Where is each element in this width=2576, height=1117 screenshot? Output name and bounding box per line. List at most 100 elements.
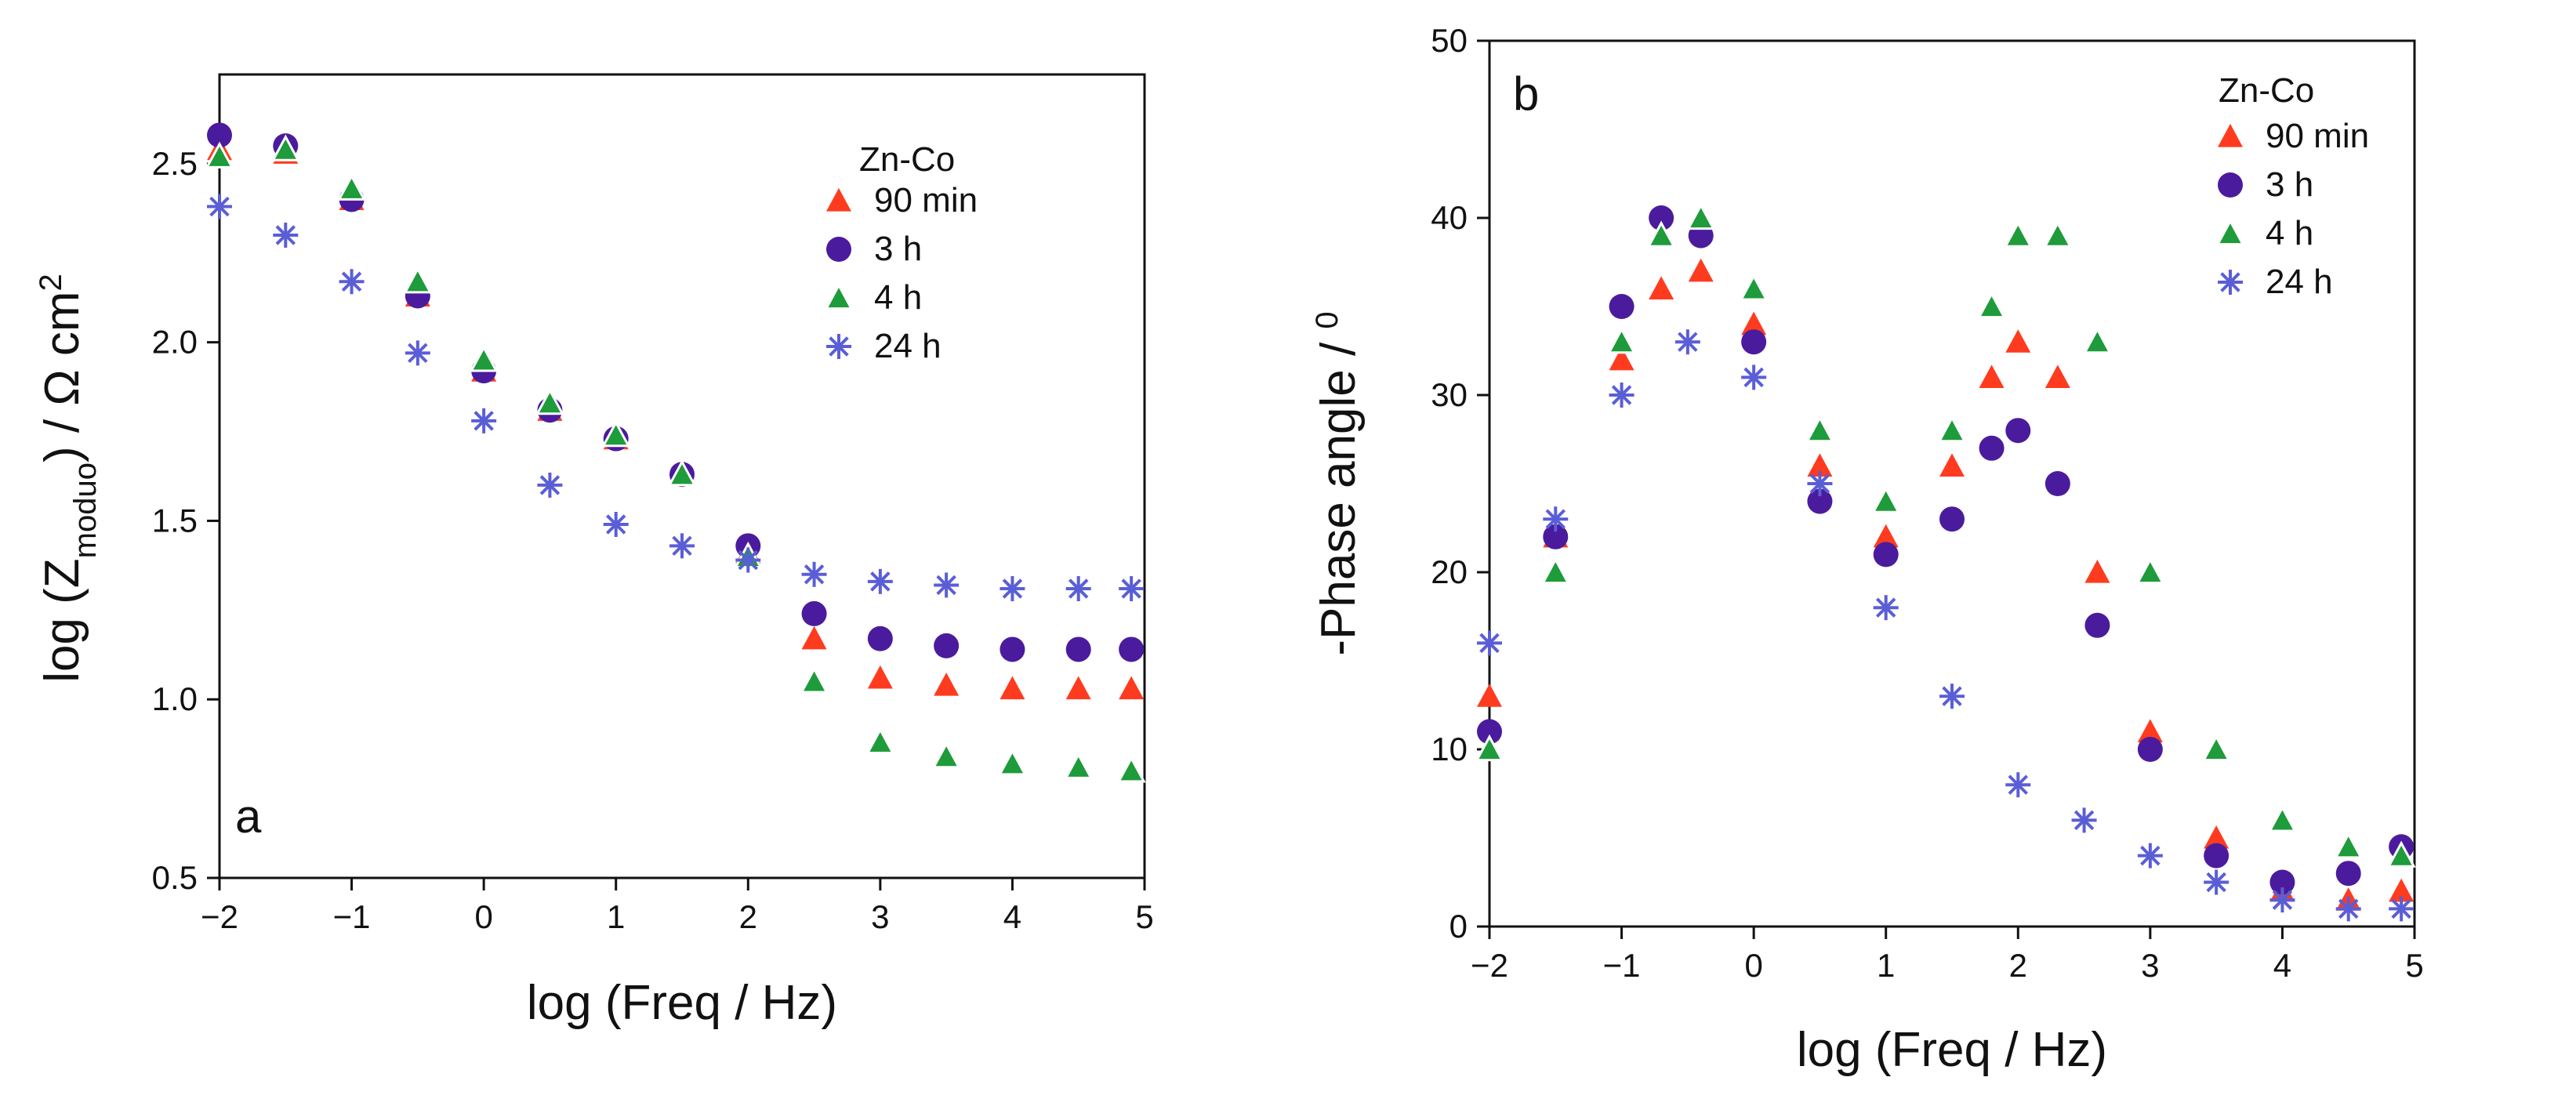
- series-24-h: [1477, 329, 2415, 922]
- data-point: [1477, 719, 1502, 745]
- data-point: [1543, 506, 1569, 532]
- data-point: [1065, 636, 1091, 662]
- data-point: [1741, 364, 1767, 390]
- data-point: [1939, 453, 1965, 477]
- data-point: [867, 626, 893, 651]
- x-tick-label: 1: [607, 898, 625, 935]
- legend-marker: [826, 334, 851, 359]
- data-point: [669, 533, 695, 559]
- panel-b-plot-frame: [1488, 39, 2416, 928]
- data-point: [337, 173, 367, 201]
- data-point: [867, 665, 893, 689]
- data-point: [1119, 576, 1145, 601]
- panel-a-y-axis-title: log (Zmoduo) / Ω cm2: [34, 274, 103, 683]
- panel-b-x-axis-title: log (Freq / Hz): [1797, 1023, 2107, 1077]
- data-point: [1477, 684, 1502, 707]
- legend-marker: [2218, 124, 2243, 147]
- data-point: [1477, 630, 1502, 656]
- y-tick-label: 20: [1431, 553, 1468, 590]
- data-point: [1939, 506, 1965, 532]
- data-point: [471, 408, 497, 433]
- data-point: [801, 626, 827, 650]
- data-point: [1000, 636, 1025, 662]
- x-tick-label: 2: [2009, 947, 2027, 984]
- data-point: [1739, 274, 1769, 301]
- x-tick-label: 1: [1877, 947, 1895, 984]
- data-point: [469, 345, 499, 372]
- y-tick-label: 30: [1431, 376, 1468, 413]
- x-tick-label: 3: [871, 898, 889, 935]
- data-point: [273, 223, 299, 248]
- legend-label: 4 h: [2266, 214, 2313, 252]
- x-tick-label: −1: [1603, 947, 1641, 984]
- data-point: [207, 122, 232, 148]
- data-point: [2137, 737, 2163, 762]
- panel-a-chart: −2 −1 0 1 2 3 4 5 0.5 1.0 1.5 2.0 2.5 a log (Freq / …: [34, 73, 1154, 1030]
- data-point: [2335, 896, 2361, 922]
- legend-label: 24 h: [874, 327, 942, 365]
- y-tick-label: 50: [1431, 22, 1468, 59]
- legend-label: 3 h: [874, 230, 922, 268]
- data-point: [1064, 752, 1094, 779]
- data-point: [1649, 276, 1674, 299]
- panel-a-legend-title: Zn-Co: [859, 140, 955, 179]
- data-point: [207, 194, 232, 219]
- data-point: [2201, 734, 2231, 762]
- y-tick-label: 2.5: [152, 145, 198, 182]
- legend-marker: [824, 282, 854, 310]
- x-tick-label: 4: [1003, 898, 1021, 935]
- data-point: [2269, 887, 2295, 913]
- x-tick-label: −2: [1471, 947, 1508, 984]
- data-point: [1939, 684, 1965, 709]
- data-point: [405, 340, 430, 366]
- data-point: [2137, 719, 2163, 742]
- data-point: [1979, 435, 2005, 461]
- legend-label: 90 min: [874, 181, 978, 219]
- data-point: [997, 749, 1027, 776]
- data-point: [2267, 805, 2297, 832]
- data-point: [1119, 636, 1145, 662]
- data-point: [735, 547, 761, 573]
- data-point: [800, 666, 829, 694]
- x-tick-label: 0: [1744, 947, 1762, 984]
- data-point: [2204, 825, 2230, 849]
- x-tick-label: 0: [474, 898, 492, 935]
- data-point: [667, 459, 697, 487]
- data-point: [535, 387, 564, 415]
- panel-a-tag: a: [235, 790, 262, 843]
- series-90-min: [1477, 258, 2415, 911]
- data-point: [2135, 557, 2165, 585]
- x-tick-label: 2: [739, 898, 757, 935]
- legend-marker: [826, 237, 851, 262]
- data-point: [2044, 364, 2070, 388]
- data-point: [603, 512, 629, 537]
- data-point: [801, 600, 827, 626]
- data-point: [867, 568, 893, 594]
- data-point: [1543, 524, 1569, 549]
- data-point: [934, 673, 960, 696]
- data-point: [1000, 576, 1025, 601]
- data-point: [270, 134, 300, 161]
- data-point: [934, 633, 960, 658]
- data-point: [2335, 861, 2361, 887]
- legend-marker: [2215, 218, 2245, 246]
- data-point: [2005, 418, 2031, 444]
- panel-b-series: [1475, 202, 2416, 922]
- data-point: [1977, 291, 2007, 319]
- legend-label: 3 h: [2266, 165, 2313, 204]
- data-point: [2204, 869, 2230, 895]
- data-point: [2005, 329, 2031, 353]
- legend-marker: [2218, 270, 2243, 295]
- data-point: [1119, 676, 1145, 700]
- data-point: [1686, 202, 1716, 230]
- legend-marker: [2218, 172, 2243, 198]
- y-tick-label: 40: [1431, 199, 1468, 236]
- panel-a-x-axis-title: log (Freq / Hz): [527, 976, 837, 1030]
- panel-b-y-axis-title: -Phase angle / 0: [1310, 311, 1366, 655]
- panel-b-legend-title: Zn-Co: [2219, 71, 2314, 110]
- data-point: [601, 419, 631, 448]
- data-point: [1937, 415, 1967, 443]
